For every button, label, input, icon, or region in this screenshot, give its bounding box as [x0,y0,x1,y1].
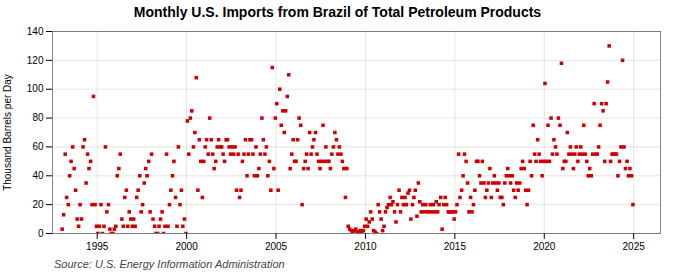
html-text:Source: U.S. Energy Informatio: Source: U.S. Energy Information Administ… [54,258,285,270]
svg-text:80: 80 [32,112,44,123]
svg-text:Thousand Barrels per Day: Thousand Barrels per Day [2,74,13,191]
svg-text:2000: 2000 [175,241,198,252]
svg-text:140: 140 [27,26,44,37]
svg-text:2025: 2025 [623,241,646,252]
svg-text:2020: 2020 [533,241,556,252]
svg-text:60: 60 [32,141,44,152]
svg-text:20: 20 [32,199,44,210]
svg-text:1995: 1995 [86,241,109,252]
svg-text:2015: 2015 [444,241,467,252]
svg-text:120: 120 [27,55,44,66]
svg-text:100: 100 [27,83,44,94]
html-text:Monthly U.S. Imports from Braz: Monthly U.S. Imports from Brazil of Tota… [133,4,542,20]
svg-text:40: 40 [32,170,44,181]
svg-text:2010: 2010 [354,241,377,252]
svg-text:2005: 2005 [265,241,288,252]
svg-text:0: 0 [38,228,44,239]
